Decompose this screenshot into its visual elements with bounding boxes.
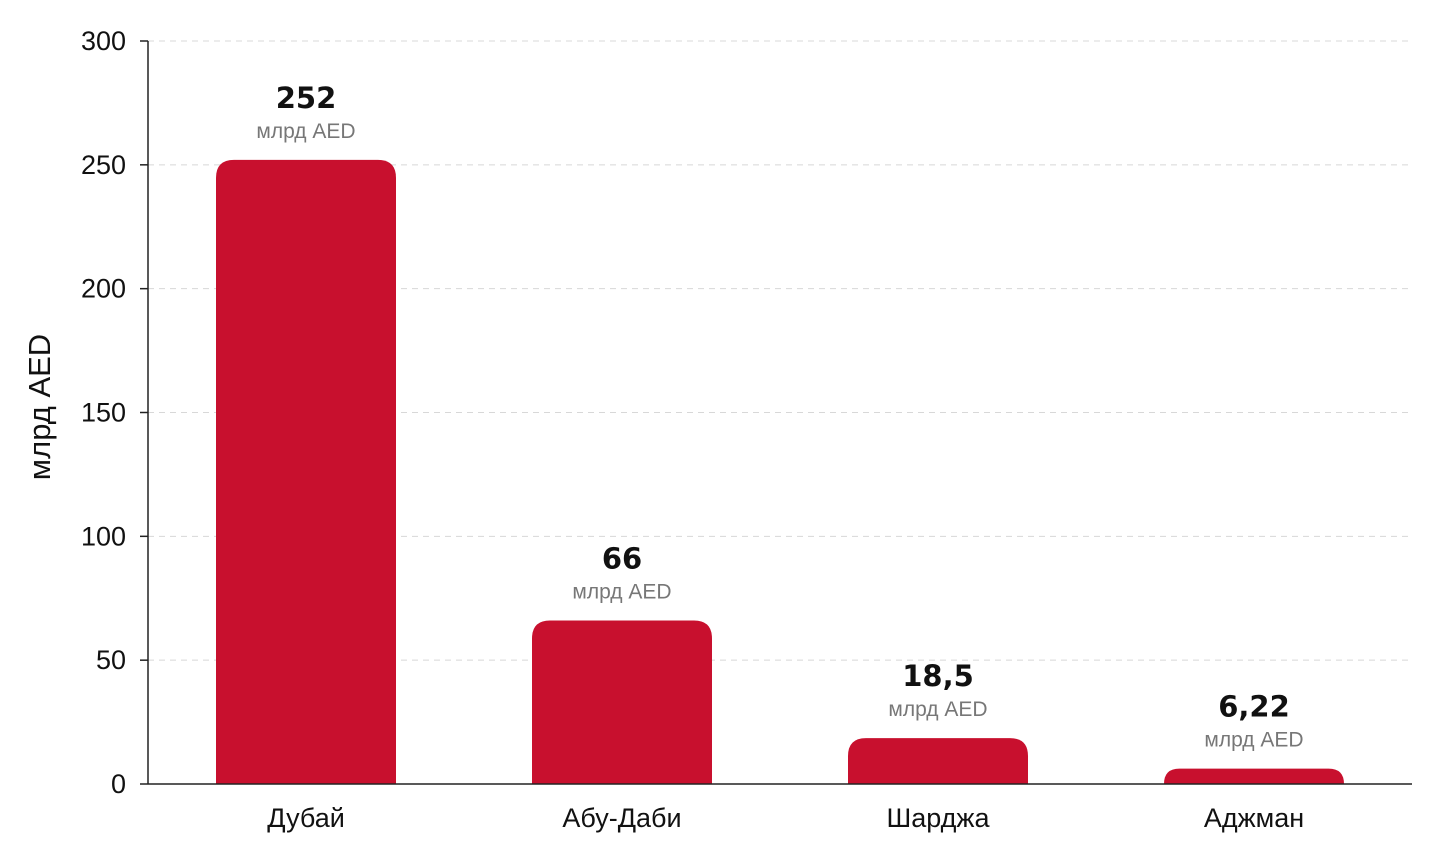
bar-4: [1164, 768, 1344, 784]
y-tick-label: 250: [81, 150, 126, 180]
bar-unit-label: млрд AED: [888, 698, 987, 721]
bar-unit-label: млрд AED: [1204, 729, 1303, 752]
bar-value-label: 6,22: [1218, 690, 1290, 724]
y-tick-label: 150: [81, 398, 126, 428]
bar-value-label: 252: [276, 81, 337, 115]
bar-value-label: 18,5: [902, 659, 974, 693]
bar-2: [532, 620, 712, 784]
bar-1: [216, 159, 396, 784]
bars: [216, 159, 1344, 784]
y-tick-label: 300: [81, 26, 126, 56]
bar-unit-label: млрд AED: [572, 581, 671, 604]
y-tick-label: 0: [111, 769, 126, 799]
x-category-label: Аджман: [1204, 803, 1304, 833]
bar-3: [848, 738, 1028, 784]
x-category-label: Дубай: [267, 803, 345, 833]
y-tick-label: 100: [81, 521, 126, 551]
y-tick-label: 200: [81, 274, 126, 304]
x-category-label: Шарджа: [887, 803, 991, 833]
bar-labels: 252 млрд AED 66 млрд AED 18,5 млрд AED 6,22 млр…: [256, 81, 1303, 752]
bar-unit-label: млрд AED: [256, 120, 355, 143]
axes: 0 50 100 150 200 250 300 Дубай Абу-Даби Шарджа Адж…: [81, 26, 1412, 833]
x-category-label: Абу-Даби: [562, 803, 681, 833]
y-tick-label: 50: [96, 645, 126, 675]
bar-value-label: 66: [602, 542, 642, 576]
y-axis-label: млрд AED: [22, 334, 57, 480]
